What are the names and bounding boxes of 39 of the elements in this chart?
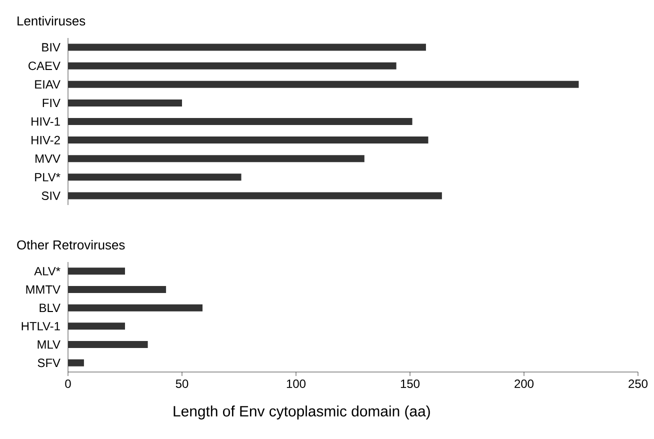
y-tick-label: BLV [40, 304, 60, 312]
bar [68, 322, 125, 330]
bar [68, 80, 579, 88]
x-tick-label: 200 [514, 380, 534, 388]
chart-title: Other Retroviruses [17, 240, 125, 250]
y-tick-label: SFV [38, 358, 60, 368]
bar [68, 118, 412, 126]
x-tick-label: 150 [400, 380, 420, 388]
bar [68, 44, 426, 51]
x-tick-label: 100 [286, 380, 306, 388]
bar [68, 174, 242, 181]
y-tick-label: HIV-2 [32, 136, 60, 144]
bar [68, 62, 396, 70]
y-tick-label: HTLV-1 [22, 322, 60, 330]
bar [68, 155, 364, 162]
y-tick-label: PLV* [35, 173, 60, 182]
bar [68, 341, 148, 348]
chart-title: Lentiviruses [18, 16, 86, 26]
y-tick-label: SIV [42, 192, 60, 200]
y-tick-label: EIAV [35, 80, 60, 89]
y-tick-label: HIV-1 [32, 117, 60, 126]
bar [68, 99, 182, 106]
y-tick-label: ALV* [34, 267, 60, 276]
bar [68, 192, 442, 200]
bar [68, 304, 203, 312]
x-tick-label: 50 [176, 380, 188, 388]
bar [68, 268, 125, 275]
y-tick-label: BIV [42, 43, 60, 52]
x-tick-label: 0 [65, 380, 71, 388]
y-tick-label: MMTV [26, 285, 60, 294]
y-tick-label: MVV [36, 154, 60, 163]
x-axis-title: Length of Env cytoplasmic domain (aa) [174, 406, 430, 420]
bar [68, 359, 84, 366]
y-tick-label: FIV [42, 98, 60, 108]
y-tick-label: MLV [38, 340, 60, 349]
x-tick-label: 250 [628, 380, 648, 388]
y-tick-label: CAEV [28, 62, 60, 70]
bar [68, 136, 428, 144]
bar [68, 286, 166, 294]
